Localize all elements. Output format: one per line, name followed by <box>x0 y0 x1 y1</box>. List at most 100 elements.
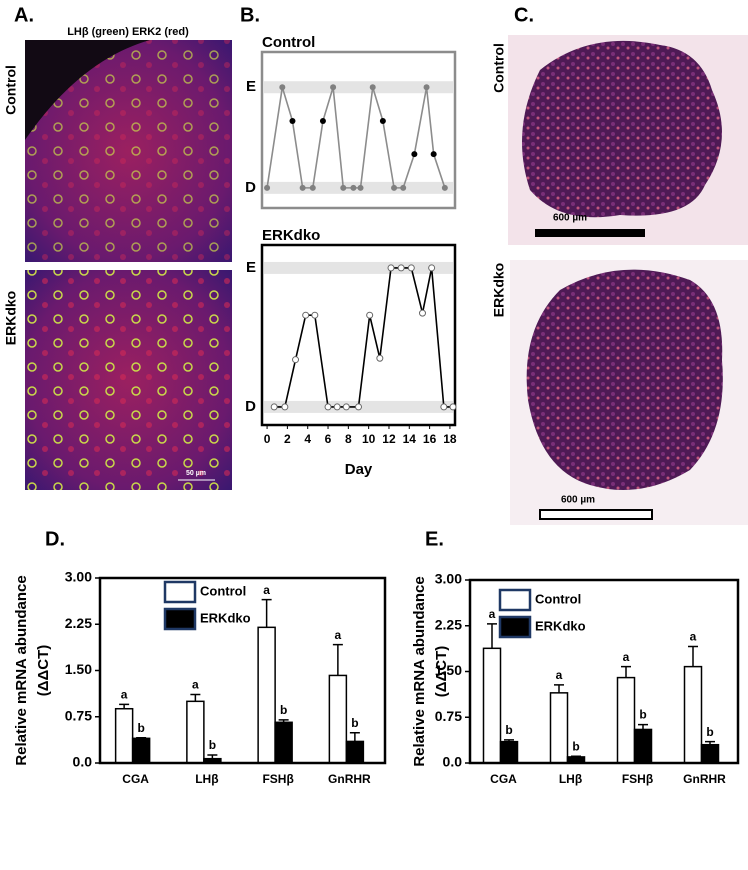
legend-label: ERKdko <box>535 618 586 633</box>
plot-frame <box>98 576 387 765</box>
point <box>350 184 357 191</box>
bar <box>616 676 636 764</box>
point <box>376 354 384 362</box>
point <box>270 403 278 411</box>
letter-label: b <box>209 738 216 752</box>
letter-label: a <box>263 583 270 597</box>
bar <box>274 721 293 764</box>
legend-label: Control <box>535 591 581 606</box>
bar <box>328 674 348 764</box>
x-tick-label: FSHβ <box>622 772 653 786</box>
x-tick-label: GnRHR <box>328 772 371 786</box>
letter-label: a <box>690 630 697 644</box>
plot-frame <box>468 578 740 765</box>
y-tick-label: D <box>245 398 256 415</box>
point <box>449 403 457 411</box>
x-tick-label: 16 <box>423 432 437 446</box>
point <box>369 84 376 91</box>
bar <box>683 665 703 764</box>
letter-label: b <box>639 708 646 722</box>
y-tick-label: 2.25 <box>435 616 462 632</box>
state-band <box>264 81 453 94</box>
panel-label: C. <box>514 4 534 26</box>
point <box>289 117 296 124</box>
letter-label: b <box>280 703 287 717</box>
point <box>279 84 286 91</box>
y-tick-label: 0.75 <box>435 708 462 724</box>
point <box>330 84 337 91</box>
x-tick-label: 4 <box>304 432 311 446</box>
point <box>387 264 395 272</box>
x-tick-label: 10 <box>362 432 376 446</box>
y-axis-label: Relative mRNA abundance <box>411 576 428 766</box>
x-tick-label: GnRHR <box>683 772 726 786</box>
letter-label: b <box>505 723 512 737</box>
letter-label: a <box>556 668 563 682</box>
row-label: Control <box>3 65 19 115</box>
panel-label: D. <box>45 528 65 550</box>
point <box>440 403 448 411</box>
point <box>391 184 398 191</box>
x-tick-label: FSHβ <box>262 772 293 786</box>
letter-label: b <box>351 716 358 730</box>
point <box>428 264 436 272</box>
y-tick-label: 2.25 <box>65 615 92 631</box>
error-bar <box>349 732 360 742</box>
error-bar <box>261 598 272 628</box>
legend-swatch <box>498 615 532 639</box>
point <box>319 117 326 124</box>
letter-label: a <box>335 628 342 642</box>
x-tick-label: 8 <box>345 432 352 446</box>
point <box>407 264 415 272</box>
letter-label: a <box>121 688 128 702</box>
legend-label: ERKdko <box>200 610 251 625</box>
scale-label: 50 µm <box>186 470 206 477</box>
row-label: Control <box>491 43 507 93</box>
letter-label: a <box>623 650 630 664</box>
error-bar <box>554 684 564 693</box>
bar <box>549 692 569 764</box>
x-tick-label: 2 <box>284 432 291 446</box>
point <box>309 184 316 191</box>
scale-bar <box>535 229 645 237</box>
error-bar <box>190 693 201 702</box>
letter-label: b <box>706 725 713 739</box>
chart-title: ERKdko <box>262 227 320 244</box>
legend-swatch <box>498 588 532 612</box>
scale-label: 600 µm <box>561 495 595 506</box>
x-tick-label: 6 <box>325 432 332 446</box>
x-tick-label: 0 <box>264 432 271 446</box>
line <box>266 86 446 189</box>
point <box>342 403 350 411</box>
y-tick-label: 3.00 <box>435 571 462 587</box>
image-title: LHβ (green) ERK2 (red) <box>67 26 189 38</box>
x-tick-label: LHβ <box>559 772 582 786</box>
error-bar <box>621 665 631 678</box>
plot-frame <box>260 243 457 427</box>
bar <box>499 740 519 764</box>
legend-swatch <box>163 607 197 631</box>
panel-label: B. <box>240 4 260 26</box>
y-tick-label: 0.0 <box>443 754 463 770</box>
bar <box>257 626 276 764</box>
y-tick-label: E <box>246 259 256 276</box>
point <box>333 403 341 411</box>
point <box>418 309 426 317</box>
bar <box>482 647 502 764</box>
point <box>441 184 448 191</box>
y-tick-label: 0.0 <box>73 754 93 770</box>
y-tick-label: 1.50 <box>435 662 462 678</box>
letter-label: b <box>572 739 579 753</box>
bar <box>114 707 134 764</box>
x-tick-label: 14 <box>403 432 417 446</box>
state-band <box>264 261 453 274</box>
bar <box>700 743 720 764</box>
point <box>299 184 306 191</box>
point <box>400 184 407 191</box>
x-axis-label: Day <box>345 461 373 478</box>
point <box>264 184 271 191</box>
x-tick-label: CGA <box>490 772 517 786</box>
x-tick-label: CGA <box>122 772 149 786</box>
y-tick-label: 0.75 <box>65 707 92 723</box>
ovary <box>526 269 723 490</box>
